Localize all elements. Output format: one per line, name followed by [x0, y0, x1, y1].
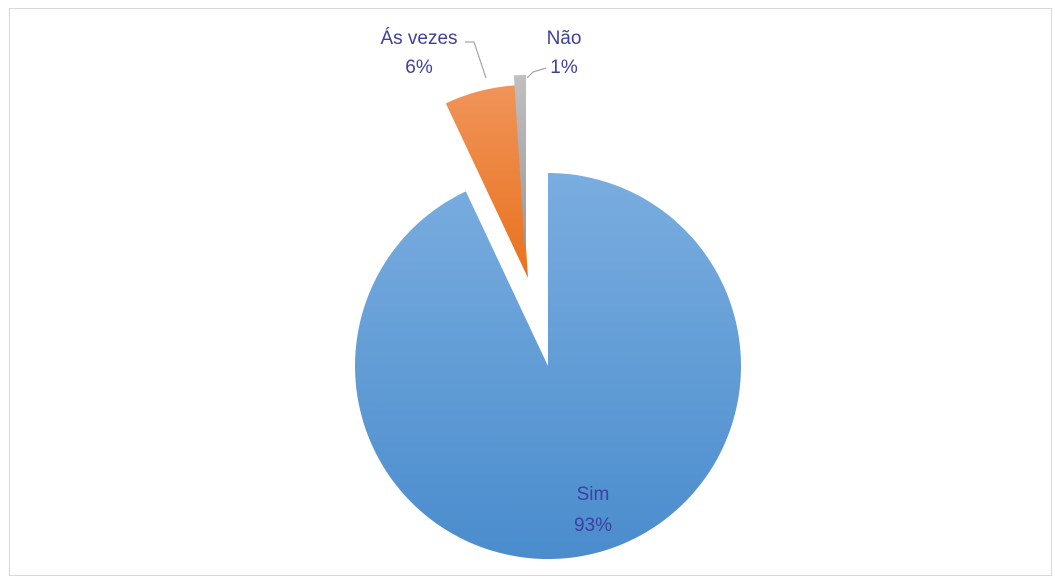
leader-line-as-vezes — [465, 41, 487, 79]
pie-slice-as-vezes — [445, 85, 528, 278]
pie-slice-nao — [513, 75, 526, 268]
slice-label-sim: Sim — [577, 484, 610, 505]
pie-slice-sim — [354, 173, 741, 559]
slice-label-as-vezes: Ás vezes — [380, 28, 457, 49]
slice-value-nao: 1% — [550, 57, 578, 78]
slice-value-sim: 93% — [574, 515, 612, 536]
slice-value-as-vezes: 6% — [405, 57, 433, 78]
leader-line-nao — [526, 67, 547, 79]
slice-label-nao: Não — [547, 28, 582, 49]
